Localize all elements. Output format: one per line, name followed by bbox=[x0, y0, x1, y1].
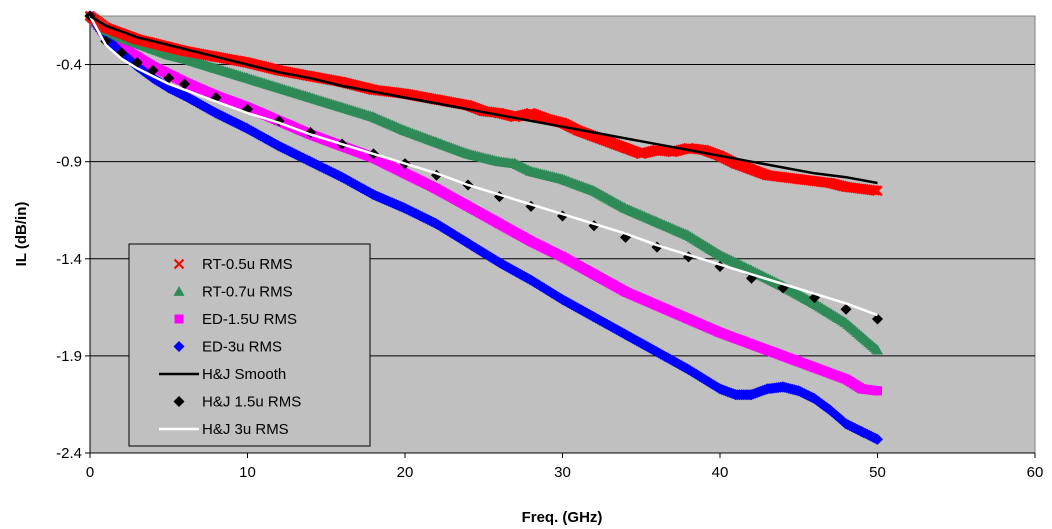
series-h-j-smooth bbox=[89, 14, 878, 185]
data-point-ed-1-5u-rms-429 bbox=[873, 386, 882, 396]
y-tick-label-3: -1.9 bbox=[56, 348, 82, 365]
series-h-j-3u-rms bbox=[88, 15, 878, 317]
x-tick-label-3: 30 bbox=[554, 464, 571, 481]
series-line-h-j-smooth bbox=[89, 14, 878, 185]
series-ed-1-5u-rms bbox=[85, 11, 882, 396]
series-line-h-j-3u-rms bbox=[88, 15, 878, 317]
data-point-rt-0-5u-rms-441 bbox=[872, 185, 883, 197]
y-tick-label-2: -1.4 bbox=[56, 251, 82, 268]
legend-label-rt-0-7u-rms: RT-0.7u RMS bbox=[202, 284, 293, 301]
legend-label-h-j-smooth: H&J Smooth bbox=[202, 366, 286, 383]
legend-swatch-rt-0-5u-rms bbox=[173, 258, 185, 270]
legend-swatch-h-j-1-5u-rms bbox=[173, 396, 185, 407]
x-tick-label-4: 40 bbox=[712, 464, 729, 481]
y-tick-label-1: -0.9 bbox=[56, 154, 82, 171]
legend-label-ed-1-5u-rms: ED-1.5U RMS bbox=[202, 311, 297, 328]
y-tick-label-4: -2.4 bbox=[56, 445, 82, 462]
y-axis-title: IL (dB/in) bbox=[13, 202, 30, 267]
x-tick-label-6: 60 bbox=[1027, 464, 1044, 481]
legend-label-h-j-3u-rms: H&J 3u RMS bbox=[202, 421, 289, 438]
data-point-h-j-1-5u-rms-27 bbox=[840, 303, 852, 315]
legend-swatch-rt-0-7u-rms bbox=[173, 286, 185, 296]
data-point-h-j-1-5u-rms-5 bbox=[163, 72, 175, 84]
legend-item-h-j-smooth: H&J Smooth bbox=[159, 366, 286, 383]
data-point-h-j-1-5u-rms-6 bbox=[179, 78, 190, 90]
data-point-h-j-1-5u-rms-4 bbox=[147, 64, 159, 76]
legend-box bbox=[128, 243, 371, 447]
legend-item-ed-1-5u-rms: ED-1.5U RMS bbox=[174, 311, 297, 328]
series-ed-3u-rms bbox=[84, 10, 883, 445]
axes: 0 10 20 30 40 50 60 -0.4 -0.9 -1.4 -1.9 -2.4 bbox=[56, 16, 1043, 481]
data-point-ed-3u-rms-433 bbox=[872, 433, 883, 445]
legend-swatch-ed-3u-rms bbox=[173, 341, 185, 352]
data-point-rt-0-7u-rms-430 bbox=[872, 344, 883, 355]
legend-label-h-j-1-5u-rms: H&J 1.5u RMS bbox=[202, 394, 301, 411]
data-point-rt-0-5u-rms-439 bbox=[869, 185, 881, 196]
legend-item-h-j-1-5u-rms: H&J 1.5u RMS bbox=[173, 394, 301, 411]
data-point-h-j-1-5u-rms-28 bbox=[872, 313, 883, 325]
legend-item-h-j-3u-rms: H&J 3u RMS bbox=[159, 421, 289, 438]
x-tick-label-1: 10 bbox=[239, 464, 256, 481]
x-tick-label-2: 20 bbox=[397, 464, 414, 481]
legend-label-ed-3u-rms: ED-3u RMS bbox=[202, 339, 282, 356]
legend-item-ed-3u-rms: ED-3u RMS bbox=[173, 339, 282, 356]
legend-item-rt-0-7u-rms: RT-0.7u RMS bbox=[173, 284, 293, 301]
x-axis-title: Freq. (GHz) bbox=[522, 509, 603, 526]
legend-item-rt-0-5u-rms: RT-0.5u RMS bbox=[173, 256, 293, 273]
legend: RT-0.5u RMS RT-0.7u RMS ED-1.5U RMS ED-3u R… bbox=[128, 243, 371, 447]
legend-label-rt-0-5u-rms: RT-0.5u RMS bbox=[202, 256, 293, 273]
x-tick-label-5: 50 bbox=[869, 464, 886, 481]
series-layer bbox=[84, 10, 883, 445]
x-tick-label-0: 0 bbox=[86, 464, 94, 481]
legend-swatch-ed-1-5u-rms bbox=[174, 314, 184, 324]
y-tick-label-0: -0.4 bbox=[56, 57, 82, 74]
series-rt-0-7u-rms bbox=[84, 10, 883, 355]
